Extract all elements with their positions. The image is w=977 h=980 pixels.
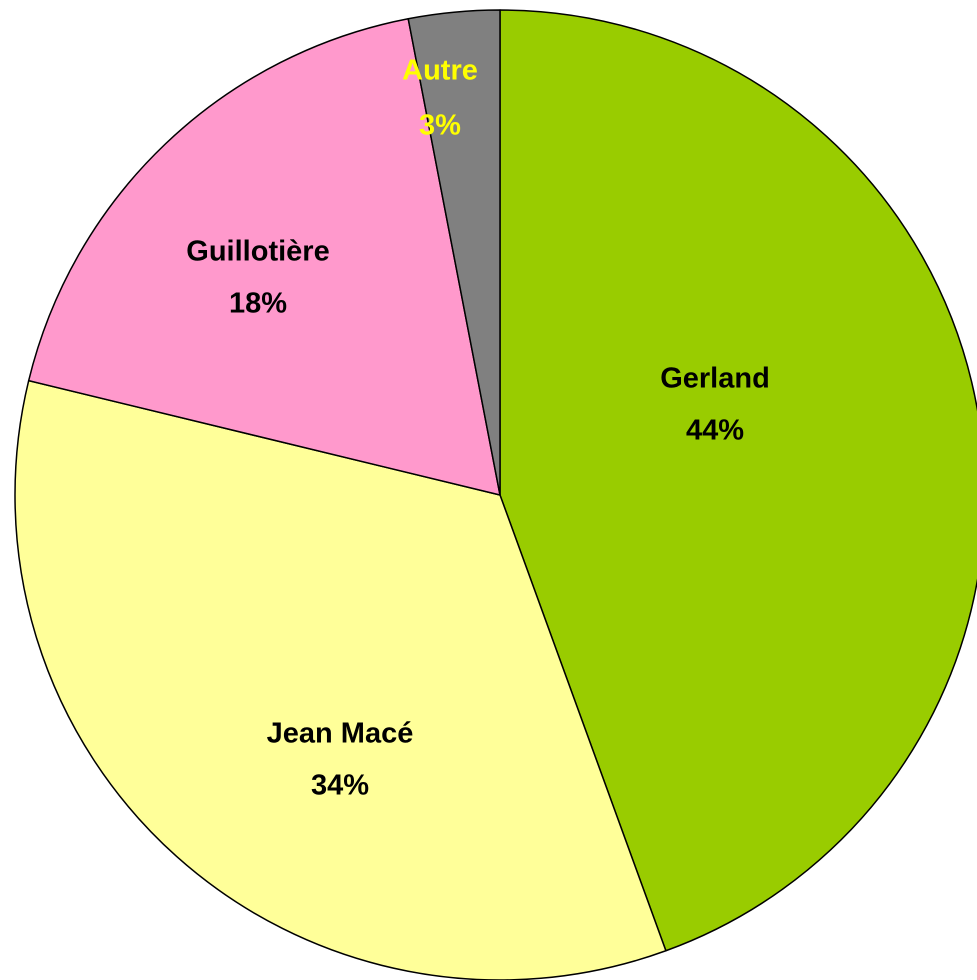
slice-label: Gerland xyxy=(660,363,770,395)
slice-label: Guillotière xyxy=(186,236,329,268)
slice-value-label: 44% xyxy=(686,415,744,447)
slice-label: Jean Macé xyxy=(267,718,414,750)
slice-label: Autre xyxy=(402,55,478,87)
pie-slice xyxy=(407,9,501,496)
slice-value-label: 3% xyxy=(419,110,461,142)
pie-slice xyxy=(499,9,977,952)
slice-value-label: 18% xyxy=(229,288,287,320)
slice-value-label: 34% xyxy=(311,770,369,802)
pie-slice xyxy=(27,18,501,496)
